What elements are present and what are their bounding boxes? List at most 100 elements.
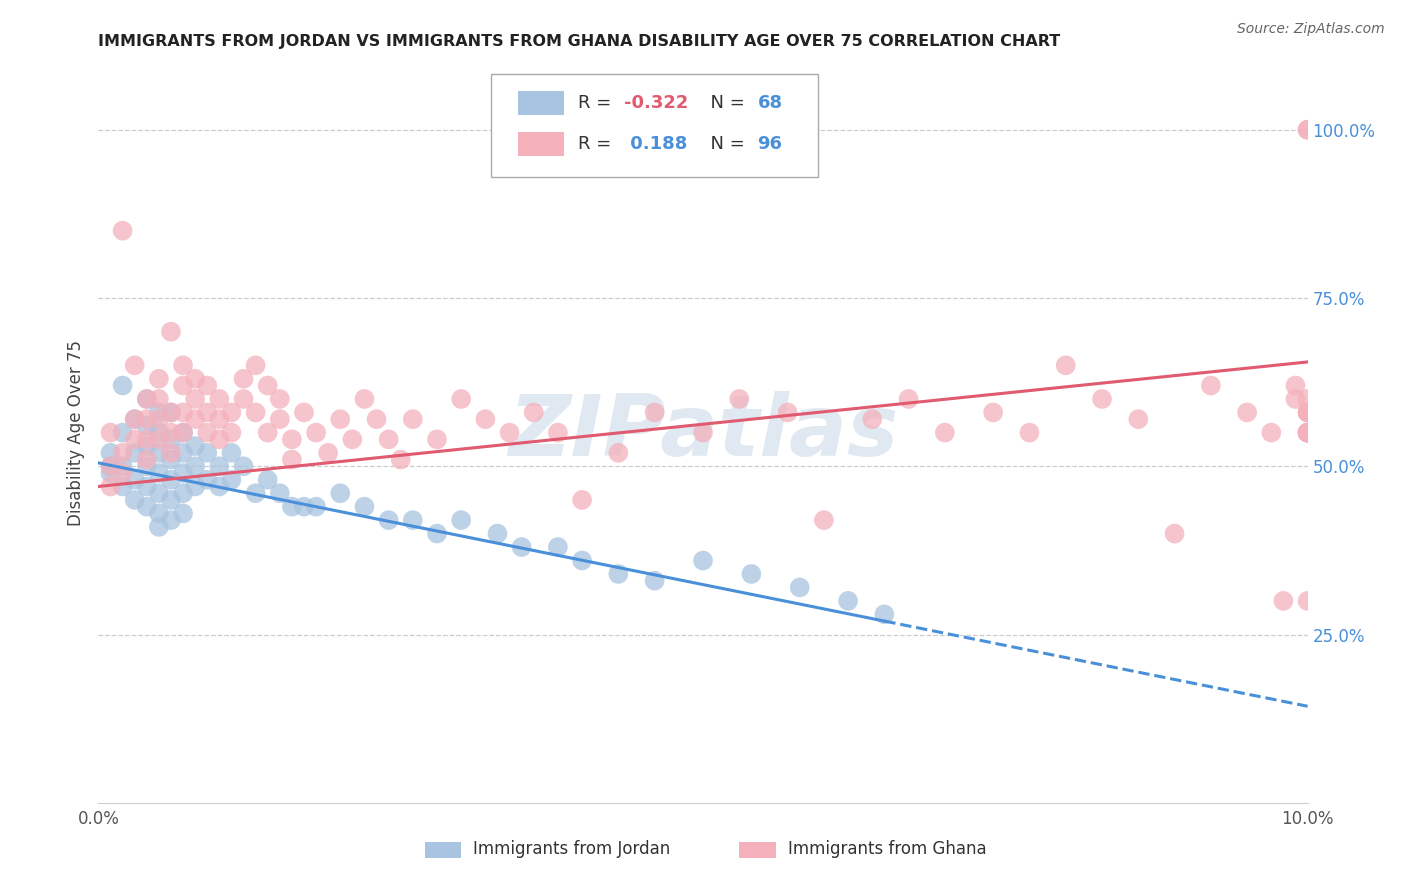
Point [124, 492, 146, 507]
Point [135, 418, 157, 433]
Point [292, 500, 315, 514]
Point [172, 507, 194, 521]
Point [160, 513, 183, 527]
Point [172, 359, 194, 373]
Point [292, 405, 315, 419]
Point [486, 526, 509, 541]
Point [776, 405, 799, 419]
Point [316, 446, 339, 460]
Point [172, 486, 194, 500]
Point [160, 452, 183, 467]
Point [692, 425, 714, 440]
Point [172, 446, 194, 460]
Point [353, 500, 375, 514]
Point [111, 459, 134, 474]
Point [607, 566, 630, 581]
Text: N =: N = [699, 95, 751, 112]
Text: ZIPatlas: ZIPatlas [508, 391, 898, 475]
Point [644, 405, 666, 419]
Point [135, 452, 157, 467]
Point [135, 392, 157, 406]
Point [160, 325, 183, 339]
Point [160, 405, 183, 419]
Point [111, 425, 134, 440]
Point [740, 566, 762, 581]
Point [934, 425, 956, 440]
Point [172, 405, 194, 419]
Point [245, 405, 267, 419]
Point [184, 479, 207, 493]
Point [148, 520, 170, 534]
Point [208, 433, 231, 447]
FancyBboxPatch shape [492, 73, 818, 178]
Point [305, 425, 328, 440]
Point [1296, 122, 1319, 136]
Point [221, 405, 243, 419]
Point [1260, 425, 1282, 440]
Point [111, 446, 134, 460]
Point [281, 433, 304, 447]
Text: Immigrants from Ghana: Immigrants from Ghana [787, 840, 986, 858]
Point [111, 224, 134, 238]
Point [148, 466, 170, 480]
Point [269, 412, 291, 426]
Point [1296, 425, 1319, 440]
Point [124, 412, 146, 426]
Point [124, 446, 146, 460]
Text: N =: N = [699, 135, 751, 153]
Point [607, 446, 630, 460]
Point [208, 459, 231, 474]
Point [221, 446, 243, 460]
Point [172, 378, 194, 392]
Point [124, 412, 146, 426]
Point [148, 507, 170, 521]
Point [1296, 405, 1319, 419]
Point [100, 466, 122, 480]
Point [148, 392, 170, 406]
Point [124, 433, 146, 447]
Point [135, 459, 157, 474]
Point [245, 359, 267, 373]
Text: 68: 68 [758, 95, 783, 112]
Point [474, 412, 496, 426]
Point [547, 425, 569, 440]
Point [329, 486, 352, 500]
Point [789, 581, 811, 595]
Point [342, 433, 364, 447]
Point [148, 486, 170, 500]
Point [1296, 425, 1319, 440]
Point [100, 459, 122, 474]
Point [195, 425, 218, 440]
Point [148, 433, 170, 447]
Point [160, 425, 183, 440]
Point [1272, 594, 1295, 608]
Point [172, 425, 194, 440]
Point [135, 412, 157, 426]
Y-axis label: Disability Age Over 75: Disability Age Over 75 [66, 340, 84, 525]
Point [353, 392, 375, 406]
Point [135, 439, 157, 453]
Point [124, 359, 146, 373]
FancyBboxPatch shape [425, 842, 461, 858]
Point [148, 425, 170, 440]
Point [256, 473, 278, 487]
Point [1199, 378, 1222, 392]
Point [1163, 526, 1185, 541]
Point [160, 492, 183, 507]
Point [111, 479, 134, 493]
Point [111, 378, 134, 392]
Point [692, 553, 714, 567]
Text: R =: R = [578, 135, 617, 153]
Point [860, 412, 883, 426]
Point [1296, 594, 1319, 608]
Point [1296, 122, 1319, 136]
Point [195, 473, 218, 487]
Point [571, 553, 593, 567]
FancyBboxPatch shape [517, 91, 564, 115]
Text: IMMIGRANTS FROM JORDAN VS IMMIGRANTS FROM GHANA DISABILITY AGE OVER 75 CORRELATI: IMMIGRANTS FROM JORDAN VS IMMIGRANTS FRO… [98, 34, 1060, 49]
Point [281, 500, 304, 514]
Point [195, 378, 218, 392]
Text: Source: ZipAtlas.com: Source: ZipAtlas.com [1237, 22, 1385, 37]
Text: Immigrants from Jordan: Immigrants from Jordan [474, 840, 671, 858]
Point [160, 405, 183, 419]
